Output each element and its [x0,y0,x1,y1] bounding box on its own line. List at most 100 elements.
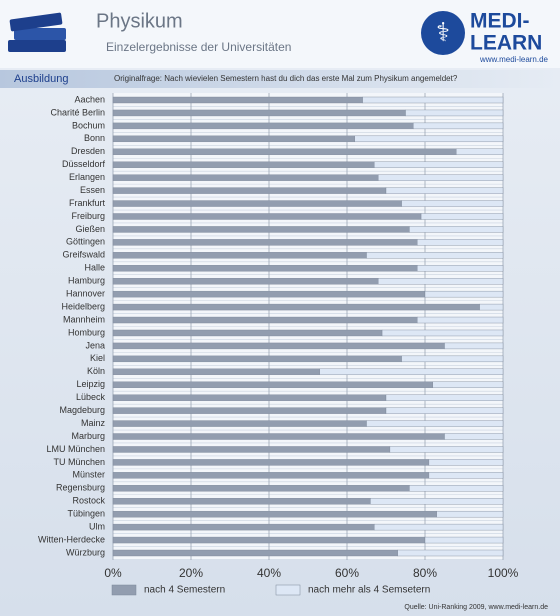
y-tick-label: Greifswald [62,250,105,260]
y-tick-label: Witten-Herdecke [38,534,105,544]
bar-segment [401,355,504,363]
legend-label: nach mehr als 4 Semsetern [308,585,430,596]
bar-segment [112,122,414,130]
bar-segment [401,200,504,207]
y-tick-label: Aachen [74,94,105,104]
x-tick-label: 40% [257,566,281,580]
bar-segment [112,472,430,479]
bar-segment [444,433,504,440]
bar-segment [436,510,504,518]
bar-segment [112,329,383,337]
x-tick-label: 0% [104,566,122,580]
y-tick-label: Würzburg [66,547,105,557]
bar-segment [374,161,504,168]
y-tick-label: Essen [80,185,105,195]
y-tick-label: Homburg [68,327,105,337]
bar-segment [112,252,367,259]
bar-segment [112,498,371,505]
bar-segment [417,239,504,246]
logo-top: MEDI- [470,10,530,33]
bar-segment [385,407,504,414]
x-tick-label: 80% [413,566,437,580]
legend-swatch [275,584,301,596]
bar-segment [112,420,367,427]
y-tick-label: Marburg [71,431,105,441]
bar-segment [112,355,402,363]
source: Quelle: Uni-Ranking 2009, www.medi-learn… [404,604,548,611]
bar-segment [413,122,504,130]
y-tick-label: Erlangen [69,172,105,182]
y-tick-label: Köln [87,366,105,376]
y-tick-label: Freiburg [71,211,105,221]
bar-segment [354,135,504,143]
y-tick-label: Mainz [81,418,106,428]
y-tick-label: Göttingen [66,237,105,247]
bar-segment [112,290,426,298]
y-tick-label: Charité Berlin [50,107,105,117]
bar-segment [112,187,387,194]
y-tick-label: TU München [53,457,105,467]
y-tick-label: Hannover [66,289,105,299]
y-tick-label: Jena [85,340,105,350]
y-tick-label: Ulm [89,521,105,531]
bar-segment [424,536,504,544]
y-tick-label: Magdeburg [59,405,105,415]
bar-segment [112,381,433,388]
question: Originalfrage: Nach wievielen Semestern … [114,74,458,83]
bar-segment [112,226,410,233]
bar-segment [112,278,379,285]
bar-segment [112,213,422,220]
y-tick-label: Kiel [90,353,105,363]
bar-segment [112,394,387,401]
bar-segment [112,148,457,155]
bar-segment [428,459,504,466]
bar-segment [112,174,379,181]
bar-segment [112,368,320,375]
bar-segment [385,187,504,194]
y-tick-label: Münster [72,470,105,480]
y-tick-label: Tübingen [67,509,105,519]
x-tick-label: 100% [488,566,519,580]
books-icon [8,12,66,52]
bar-segment [112,96,363,104]
logo-symbol: ⚕ [436,17,450,47]
bar-segment [112,485,410,492]
y-tick-label: Leipzig [76,379,105,389]
header-bg [0,0,560,68]
bar-segment [112,316,418,324]
bar-segment [112,549,398,557]
bar-segment [409,226,504,233]
bar-segment [378,174,504,181]
section-band [0,70,560,88]
logo-bottom: LEARN [470,32,542,55]
logo-url: www.medi-learn.de [479,55,549,64]
y-tick-label: Frankfurt [69,198,106,208]
bar-segment [366,420,504,427]
bar-segment [420,213,504,220]
bar-segment [378,278,504,285]
y-tick-label: Regensburg [56,483,105,493]
y-tick-label: Gießen [75,224,105,234]
x-tick-label: 20% [179,566,203,580]
bar-segment [479,303,504,311]
bar-segment [456,148,504,155]
logo-mark [421,11,465,55]
bar-segment [112,135,356,143]
y-tick-label: Hamburg [68,276,105,286]
bar-segment [112,161,375,168]
bar-segment [417,316,504,324]
bar-segment [374,523,504,531]
bar-segment [370,498,504,505]
legend-swatch [111,584,137,596]
bar-segment [409,485,504,492]
subtitle: Einzelergebnisse der Universitäten [106,40,291,54]
bar-segment [385,394,504,401]
bar-segment [366,252,504,259]
bar-segment [112,446,391,453]
y-tick-label: Lübeck [76,392,106,402]
legend-label: nach 4 Semestern [144,585,225,596]
y-tick-label: Heidelberg [61,301,105,311]
y-tick-label: Dresden [71,146,105,156]
